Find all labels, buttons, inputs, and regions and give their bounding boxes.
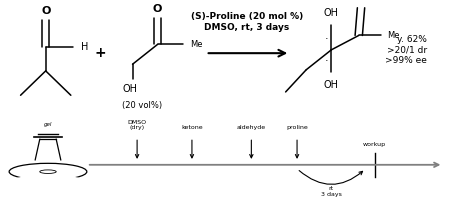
Text: O: O — [153, 4, 162, 14]
Text: ·: · — [325, 56, 329, 66]
Text: +: + — [95, 46, 106, 60]
Text: OH: OH — [324, 80, 339, 90]
Text: (S)-Proline (20 mol %)
DMSO, rt, 3 days: (S)-Proline (20 mol %) DMSO, rt, 3 days — [191, 13, 303, 32]
Text: rt
3 days: rt 3 days — [321, 186, 342, 197]
Text: Me: Me — [387, 31, 399, 40]
Text: proline: proline — [286, 125, 308, 130]
Text: (20 vol%): (20 vol%) — [122, 101, 162, 110]
Text: O: O — [41, 6, 50, 16]
Text: y. 62%
>20/1 dr
>99% ee: y. 62% >20/1 dr >99% ee — [385, 35, 427, 65]
Text: O: O — [356, 0, 366, 1]
Text: OH: OH — [123, 84, 138, 94]
Text: ketone: ketone — [181, 125, 203, 130]
Text: gel: gel — [44, 122, 52, 127]
Text: workup: workup — [363, 142, 386, 147]
Text: DMSO
(dry): DMSO (dry) — [128, 120, 147, 130]
Text: ·: · — [325, 34, 329, 44]
Text: H: H — [81, 42, 88, 52]
Ellipse shape — [16, 176, 80, 181]
Text: Me: Me — [190, 40, 203, 49]
Text: aldehyde: aldehyde — [237, 125, 266, 130]
Text: OH: OH — [324, 8, 339, 18]
